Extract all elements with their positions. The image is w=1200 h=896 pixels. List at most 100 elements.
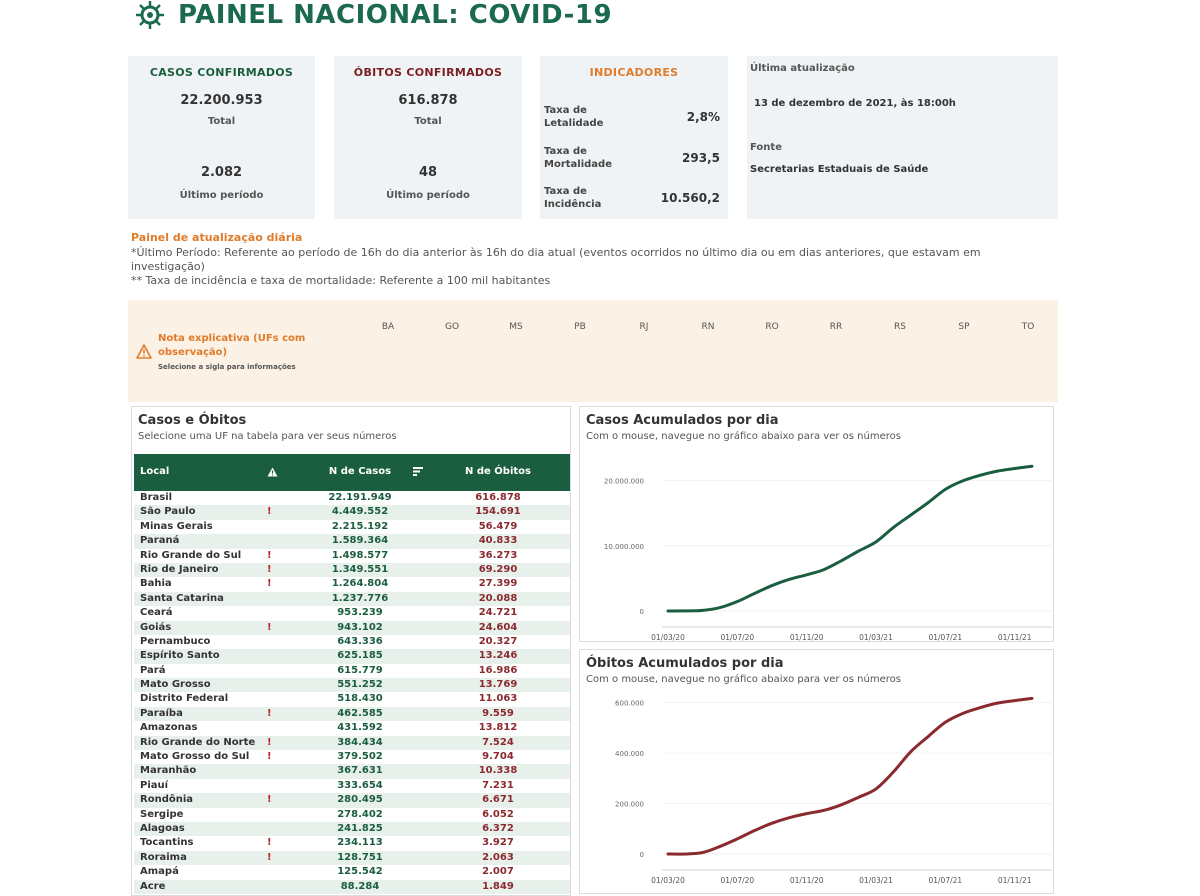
row-local: Espírito Santo <box>140 650 220 662</box>
uf-ba[interactable]: BA <box>381 322 395 332</box>
table-row[interactable]: Ceará 953.239 24.721 <box>134 606 570 620</box>
table-row[interactable]: Mato Grosso do Sul! 379.502 9.704 <box>134 750 570 764</box>
x-tick-label: 01/11/20 <box>790 633 824 642</box>
row-casos: 518.430 <box>337 693 383 705</box>
uf-ms[interactable]: MS <box>509 322 523 332</box>
table-row[interactable]: Amazonas 431.592 13.812 <box>134 721 570 735</box>
obitos-line-chart[interactable]: 0 200.000 400.000 600.000 01/03/20 01/07/20 01… <box>580 650 1055 895</box>
indicador-mortalidade: Taxa de Mortalidade 293,5 <box>544 145 720 171</box>
table-row[interactable]: São Paulo! 4.449.552 154.691 <box>134 505 570 520</box>
casos-card[interactable]: CASOS CONFIRMADOS 22.200.953 Total 2.082… <box>128 56 315 219</box>
table-row[interactable]: Sergipe 278.402 6.052 <box>134 808 570 822</box>
row-flag-icon[interactable]: ! <box>267 707 272 719</box>
row-casos: 280.495 <box>337 794 383 806</box>
indicador-label: Taxa de Mortalidade <box>544 146 612 170</box>
uf-go[interactable]: GO <box>444 322 460 332</box>
casos-line-chart[interactable]: 0 10.000.000 20.000.000 01/03/20 01/07/20 01/… <box>580 407 1055 643</box>
row-local: Tocantins <box>140 837 194 849</box>
col-obitos-header[interactable]: N de Óbitos <box>465 466 531 477</box>
uf-rn[interactable]: RN <box>701 322 715 332</box>
uf-ro[interactable]: RO <box>765 322 779 332</box>
series-line[interactable] <box>666 464 1034 613</box>
table-row[interactable]: Acre 88.284 1.849 <box>134 879 570 894</box>
row-obitos: 9.559 <box>482 707 514 719</box>
uf-to[interactable]: TO <box>1021 322 1035 332</box>
table-row[interactable]: Santa Catarina 1.237.776 20.088 <box>134 591 570 607</box>
table-row[interactable]: Rio Grande do Sul! 1.498.577 36.273 <box>134 549 570 563</box>
table-row[interactable]: Paraíba! 462.585 9.559 <box>134 706 570 722</box>
table-row[interactable]: Brasil 22.191.949 616.878 <box>134 491 570 505</box>
y-tick-label: 10.000.000 <box>604 543 644 551</box>
table-row[interactable]: Alagoas 241.825 6.372 <box>134 821 570 837</box>
indicador-incidencia: Taxa de Incidência 10.560,2 <box>544 185 720 211</box>
row-casos: 551.252 <box>337 679 383 691</box>
row-obitos: 2.063 <box>482 851 514 863</box>
uf-rr[interactable]: RR <box>829 322 843 332</box>
table-row[interactable]: Tocantins! 234.113 3.927 <box>134 836 570 850</box>
row-flag-icon[interactable]: ! <box>267 578 272 590</box>
table-row[interactable]: Maranhão 367.631 10.338 <box>134 764 570 779</box>
table-row[interactable]: Minas Gerais 2.215.192 56.479 <box>134 520 570 534</box>
table-row[interactable]: Mato Grosso 551.252 13.769 <box>134 678 570 693</box>
row-local: Amazonas <box>140 722 198 734</box>
casos-obitos-table-panel: Casos e Óbitos Selecione uma UF na tabel… <box>131 406 571 896</box>
obitos-periodo-label: Último período <box>386 190 470 201</box>
row-casos: 384.434 <box>337 736 383 748</box>
row-local: Roraima <box>140 851 187 863</box>
table-row[interactable]: Goiás! 943.102 24.604 <box>134 620 570 635</box>
row-flag-icon[interactable]: ! <box>267 736 272 748</box>
sort-icon[interactable] <box>412 466 424 478</box>
col-local-header[interactable]: Local <box>140 466 170 477</box>
header: PAINEL NACIONAL: COVID-19 <box>134 0 612 30</box>
row-casos: 625.185 <box>337 650 383 662</box>
table-row[interactable]: Piauí 333.654 7.231 <box>134 779 570 793</box>
uf-pb[interactable]: PB <box>574 322 586 332</box>
table-row[interactable]: Rio Grande do Norte! 384.434 7.524 <box>134 735 570 751</box>
notes-title: Painel de atualização diária <box>131 231 303 244</box>
row-flag-icon[interactable]: ! <box>267 549 272 561</box>
table-row[interactable]: Roraima! 128.751 2.063 <box>134 850 570 866</box>
row-flag-icon[interactable]: ! <box>267 621 272 633</box>
row-local: Rio de Janeiro <box>140 563 219 575</box>
obitos-chart-panel[interactable]: Óbitos Acumulados por dia Com o mouse, n… <box>579 649 1054 894</box>
row-obitos: 6.052 <box>482 808 514 820</box>
row-obitos: 24.721 <box>478 607 518 619</box>
obitos-card[interactable]: ÓBITOS CONFIRMADOS 616.878 Total 48 Últi… <box>334 56 522 219</box>
table-row[interactable]: Rio de Janeiro! 1.349.551 69.290 <box>134 562 570 578</box>
table-title: Casos e Óbitos <box>138 413 247 428</box>
uf-rj[interactable]: RJ <box>639 322 649 332</box>
casos-periodo-label: Último período <box>179 190 264 201</box>
row-flag-icon[interactable]: ! <box>267 794 272 806</box>
table-row[interactable]: Amapá 125.542 2.007 <box>134 865 570 879</box>
indicador-letalidade: Taxa de Letalidade 2,8% <box>544 104 720 130</box>
table-row[interactable]: Rondônia! 280.495 6.671 <box>134 793 570 808</box>
obitos-card-title: ÓBITOS CONFIRMADOS <box>353 66 503 79</box>
row-flag-icon[interactable]: ! <box>267 563 272 575</box>
casos-chart-panel[interactable]: Casos Acumulados por dia Com o mouse, na… <box>579 406 1054 642</box>
atualizacao-value: 13 de dezembro de 2021, às 18:00h <box>754 98 956 109</box>
obitos-total-label: Total <box>414 116 442 127</box>
table-row[interactable]: Pernambuco 643.336 20.327 <box>134 635 570 649</box>
row-obitos: 2.007 <box>482 866 514 878</box>
row-local: Brasil <box>140 492 173 503</box>
nota-explicativa: Nota explicativa (UFs com observação) Se… <box>128 300 1058 402</box>
series-line[interactable] <box>666 696 1034 856</box>
x-tick-label: 01/03/20 <box>651 876 685 885</box>
table-row[interactable]: Pará 615.779 16.986 <box>134 664 570 678</box>
row-casos: 1.349.551 <box>331 563 389 575</box>
x-tick-label: 01/07/21 <box>928 633 962 642</box>
row-flag-icon[interactable]: ! <box>267 837 272 849</box>
row-flag-icon[interactable]: ! <box>267 506 272 518</box>
table-row[interactable]: Espírito Santo 625.185 13.246 <box>134 649 570 664</box>
indicadores-card[interactable]: INDICADORES Taxa de Letalidade 2,8% Taxa… <box>540 56 728 219</box>
table-row[interactable]: Bahia! 1.264.804 27.399 <box>134 577 570 591</box>
uf-rs[interactable]: RS <box>894 322 906 332</box>
table-row[interactable]: Paraná 1.589.364 40.833 <box>134 534 570 549</box>
row-flag-icon[interactable]: ! <box>267 851 272 863</box>
row-local: Bahia <box>140 578 172 590</box>
table-row[interactable]: Distrito Federal 518.430 11.063 <box>134 692 570 706</box>
uf-sp[interactable]: SP <box>958 322 970 332</box>
col-casos-header[interactable]: N de Casos <box>328 466 392 477</box>
row-casos: 2.215.192 <box>331 520 389 532</box>
row-flag-icon[interactable]: ! <box>267 751 272 763</box>
